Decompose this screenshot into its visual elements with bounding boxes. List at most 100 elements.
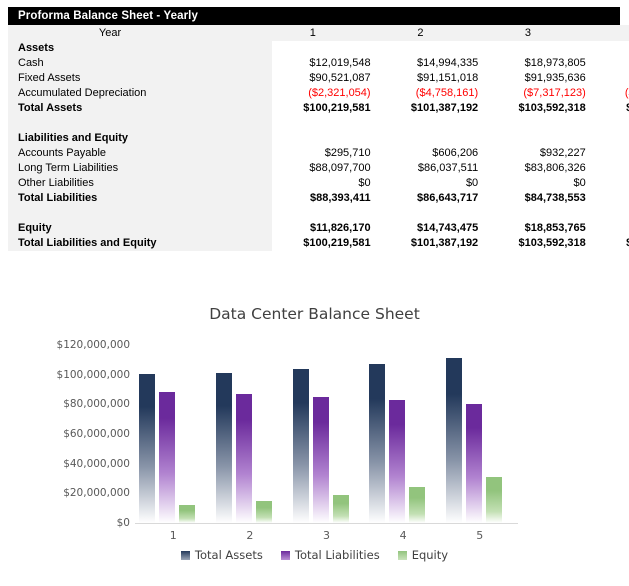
table-cell: $81,389,955 — [594, 161, 629, 176]
bar-assets-year-4 — [369, 364, 386, 523]
row-label: Total Assets — [8, 101, 272, 116]
table-cell — [272, 41, 380, 56]
table-cell: $106,926,725 — [594, 236, 629, 251]
legend-item-liabilities[interactable]: Total Liabilities — [280, 548, 380, 562]
bar-liabilities-year-4 — [389, 400, 406, 523]
table-cell: $0 — [594, 176, 629, 191]
x-axis-tick-label: 3 — [323, 529, 330, 542]
table-cell: $12,019,548 — [272, 56, 380, 71]
row-label: Accounts Payable — [8, 146, 272, 161]
legend-item-equity[interactable]: Equity — [397, 548, 449, 562]
row-label: Other Liabilities — [8, 176, 272, 191]
y-axis-tick-label: $20,000,000 — [63, 487, 130, 500]
bar-liabilities-year-2 — [235, 394, 252, 523]
y-axis-tick-label: $100,000,000 — [56, 368, 130, 381]
x-axis-tick-label: 2 — [246, 529, 254, 542]
bar-equity-year-3 — [332, 495, 349, 523]
table-cell — [487, 131, 595, 146]
row-label: Long Term Liabilities — [8, 161, 272, 176]
chart-axis-line — [135, 523, 518, 524]
table-row: Other Liabilities$0$0$0$0$0 — [8, 176, 629, 191]
table-row: Total Liabilities $88,393,411 $86,643,717 $… — [8, 191, 629, 206]
y-axis-tick-label: $60,000,000 — [63, 428, 130, 440]
table-row: Cash$12,019,548$14,994,335$18,973,805$24… — [8, 56, 629, 71]
table-row: Liabilities and Equity — [8, 131, 629, 146]
table-spacer-row — [8, 116, 629, 131]
table-cell: $84,738,553 — [487, 191, 595, 206]
table-cell — [379, 131, 488, 146]
table-cell: $82,664,503 — [594, 191, 629, 206]
table-cell: $91,935,636 — [487, 71, 595, 86]
table-cell: ($2,321,054) — [272, 86, 380, 101]
table-cell: $100,219,581 — [272, 101, 380, 116]
x-axis-tick-label: 1 — [169, 529, 177, 542]
page-title: Proforma Balance Sheet - Yearly — [18, 10, 198, 22]
table-cell: $1,274,548 — [594, 146, 629, 161]
table-row: Assets — [8, 41, 629, 56]
bar-equity-year-5 — [485, 476, 502, 523]
table-cell: $103,592,318 — [487, 101, 595, 116]
table-cell: $14,743,475 — [379, 221, 488, 236]
x-axis-tick-label: 4 — [399, 529, 407, 542]
column-header-year: Year — [8, 25, 272, 41]
table-cell: $932,227 — [487, 146, 595, 161]
bar-assets-year-2 — [215, 372, 232, 523]
table-cell: $606,206 — [379, 146, 488, 161]
balance-sheet-table: Year12345Assets Cash$12,019,548$14,994,3… — [8, 25, 629, 251]
table-cell: $92,888,032 — [594, 71, 629, 86]
table-cell: $24,262,222 — [594, 221, 629, 236]
legend-item-assets[interactable]: Total Assets — [180, 548, 263, 562]
chart-plot-area — [135, 345, 518, 523]
chart-title: Data Center Balance Sheet — [209, 305, 420, 323]
bar-assets-year-5 — [445, 357, 462, 523]
legend-label: Equity — [411, 548, 449, 562]
legend-swatch-icon — [180, 550, 190, 560]
table-cell: $0 — [487, 176, 595, 191]
column-header-year-1: 1 — [272, 25, 380, 41]
table-cell: $100,219,581 — [272, 236, 380, 251]
table-cell: $295,710 — [272, 146, 380, 161]
table-cell: $88,393,411 — [272, 191, 380, 206]
bar-equity-year-2 — [255, 501, 272, 523]
balance-sheet-chart: Data Center Balance Sheet $120,000,000 $1… — [0, 295, 629, 586]
table-cell: $14,994,335 — [379, 56, 488, 71]
table-cell: $91,151,018 — [379, 71, 488, 86]
chart-y-axis: $120,000,000 $100,000,000 $80,000,000 $60,0… — [38, 339, 130, 529]
table-cell: ($10,004,033) — [594, 86, 629, 101]
table-cell — [379, 41, 488, 56]
table-row: Total Liabilities and Equity $100,219,581… — [8, 236, 629, 251]
table-cell: $18,973,805 — [487, 56, 595, 71]
table-cell: $86,643,717 — [379, 191, 488, 206]
x-axis-tick-label: 5 — [476, 529, 484, 542]
bar-liabilities-year-5 — [465, 403, 482, 523]
table-row: Total Assets $100,219,581 $101,387,192 $103… — [8, 101, 629, 116]
table-cell: $103,592,318 — [487, 236, 595, 251]
report-title-bar: Proforma Balance Sheet - Yearly — [8, 7, 620, 25]
table-spacer-row — [8, 206, 629, 221]
table-cell: ($4,758,161) — [379, 86, 488, 101]
chart-legend: Total Assets Total Liabilities Equity — [0, 548, 629, 562]
table-cell: $0 — [379, 176, 488, 191]
bar-assets-year-1 — [139, 374, 156, 523]
table-cell — [487, 41, 595, 56]
bar-equity-year-1 — [179, 505, 196, 523]
row-label: Equity — [8, 221, 272, 236]
row-label: Liabilities and Equity — [8, 131, 272, 146]
column-header-year-4: 4 — [594, 25, 629, 41]
row-label: Cash — [8, 56, 272, 71]
row-label: Assets — [8, 41, 272, 56]
row-label: Accumulated Depreciation — [8, 86, 272, 101]
table-cell — [594, 131, 629, 146]
table-cell: $86,037,511 — [379, 161, 488, 176]
row-label: Total Liabilities and Equity — [8, 236, 272, 251]
row-label: Total Liabilities — [8, 191, 272, 206]
bar-liabilities-year-1 — [159, 391, 176, 523]
table-cell: $101,387,192 — [379, 236, 488, 251]
legend-swatch-icon — [280, 550, 290, 560]
table-cell: $0 — [272, 176, 380, 191]
y-axis-tick-label: $0 — [116, 517, 130, 529]
table-cell: $88,097,700 — [272, 161, 380, 176]
column-header-year-2: 2 — [379, 25, 488, 41]
table-cell: $83,806,326 — [487, 161, 595, 176]
table-row: Fixed Assets $90,521,087 $91,151,018 $91,93… — [8, 71, 629, 86]
